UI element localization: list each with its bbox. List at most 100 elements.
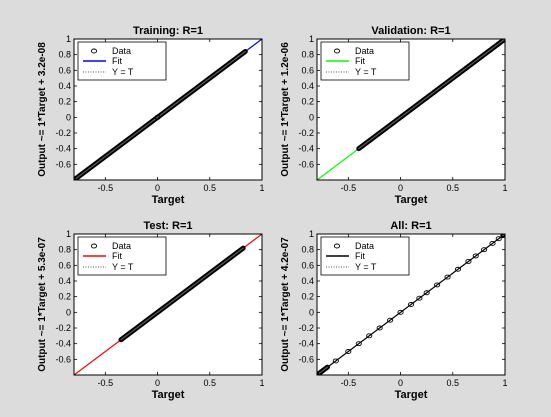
y-tick-label: 0.2 — [301, 292, 314, 302]
x-tick-label: 0.5 — [204, 378, 217, 388]
y-tick-label: -0.6 — [55, 159, 71, 169]
axes-frame — [316, 38, 506, 181]
chart-title: All: R=1 — [390, 220, 431, 232]
plot-panel: -0.6 -0.4 -0.2 0 0.2 0.4 0.6 0.8 1 -0.5 0 0.5 1 Train… — [37, 25, 265, 206]
y-tick-label: 0.2 — [58, 97, 71, 107]
y-tick-label: 0.6 — [58, 65, 71, 75]
legend-label: Y = T — [355, 262, 377, 272]
legend-data-marker — [333, 48, 341, 54]
y-tick-label: -0.4 — [298, 339, 314, 349]
x-tick-label: 0.5 — [204, 183, 217, 193]
legend-label: Data — [112, 46, 131, 56]
y-tick-label: 0.6 — [301, 260, 314, 270]
x-tick-label: 0 — [398, 378, 403, 388]
y-tick-label: 0.8 — [58, 245, 71, 255]
data-point — [454, 266, 462, 272]
legend-label: Fit — [112, 56, 122, 66]
y-tick-label: 0 — [309, 307, 314, 317]
legend-label: Y = T — [355, 67, 377, 77]
legend-data-marker — [90, 243, 98, 249]
data-band — [356, 39, 505, 152]
y-tick-label: -0.6 — [298, 159, 314, 169]
data-band-highlight — [318, 366, 329, 375]
data-point — [423, 290, 430, 296]
data-point — [434, 282, 441, 288]
x-tick-label: -0.5 — [341, 183, 357, 193]
plot-panel: -0.6 -0.4 -0.2 0 0.2 0.4 0.6 0.8 1 -0.5 0 0.5 1 Valid… — [280, 25, 508, 206]
chart-title: Validation: R=1 — [371, 25, 450, 37]
data-point — [495, 236, 502, 242]
y-tick-label: 1 — [66, 229, 71, 239]
x-tick-label: 1 — [259, 378, 264, 388]
x-tick-label: 0 — [398, 183, 403, 193]
legend-label: Fit — [112, 251, 122, 261]
y-tick-label: 0.4 — [301, 81, 314, 91]
data-point — [387, 317, 394, 323]
y-tick-label: 0.4 — [58, 81, 71, 91]
y-tick-label: 0.4 — [301, 276, 314, 286]
y-tick-label: 1 — [66, 34, 71, 44]
data-band — [317, 364, 330, 375]
data-point — [332, 358, 339, 364]
legend-label: Fit — [355, 56, 365, 66]
x-tick-label: 1 — [259, 183, 264, 193]
plot-panel: -0.6 -0.4 -0.2 0 0.2 0.4 0.6 0.8 1 -0.5 0 0.5 1 All: … — [280, 220, 508, 401]
chart-title: Training: R=1 — [133, 25, 203, 37]
data-point — [366, 333, 373, 339]
data-point — [481, 247, 488, 253]
legend-label: Y = T — [112, 262, 134, 272]
y-tick-label: -0.2 — [55, 128, 71, 138]
data-point — [416, 295, 423, 301]
plot-content — [317, 39, 505, 180]
data-band — [74, 49, 248, 180]
data-point — [407, 302, 415, 307]
legend-label: Y = T — [112, 67, 134, 77]
x-tick-label: -0.5 — [98, 378, 114, 388]
y-tick-label: 0.2 — [301, 97, 314, 107]
data-point — [397, 309, 404, 315]
plot-content — [317, 234, 505, 375]
plot-panel: -0.6 -0.4 -0.2 0 0.2 0.4 0.6 0.8 1 -0.5 0 0.5 1 Test:… — [37, 220, 265, 401]
data-point — [465, 258, 472, 264]
plot-content — [74, 234, 262, 375]
y-tick-label: 1 — [309, 34, 314, 44]
axes-frame — [73, 233, 263, 376]
y-tick-label: -0.4 — [55, 339, 71, 349]
legend-data-marker — [333, 243, 341, 249]
x-tick-label: 0 — [155, 183, 160, 193]
y-tick-label: -0.2 — [55, 323, 71, 333]
legend-label: Data — [355, 46, 374, 56]
data-band-highlight — [120, 247, 244, 341]
data-band — [118, 245, 246, 343]
legend-label: Fit — [355, 251, 365, 261]
data-point — [345, 349, 352, 354]
y-tick-label: 0.6 — [301, 65, 314, 75]
x-axis-label: Target — [152, 194, 185, 206]
y-tick-label: 0.2 — [58, 292, 71, 302]
axes-frame — [316, 233, 506, 376]
data-point — [489, 240, 496, 246]
y-tick-label: -0.2 — [298, 323, 314, 333]
data-point — [472, 253, 479, 259]
data-point — [444, 274, 451, 280]
y-axis-label: Output ~= 1*Target + 3.2e-08 — [37, 42, 48, 177]
x-tick-label: -0.5 — [98, 183, 114, 193]
y-tick-label: 0.8 — [58, 50, 71, 60]
y-tick-label: -0.6 — [298, 354, 314, 364]
y-axis-label: Output ~= 1*Target + 5.3e-07 — [37, 237, 48, 372]
x-tick-label: 0.5 — [447, 183, 460, 193]
y-tick-label: -0.4 — [298, 144, 314, 154]
plot-content — [74, 39, 262, 180]
data-band-highlight — [358, 39, 505, 150]
x-tick-label: 1 — [502, 378, 507, 388]
legend-label: Data — [355, 241, 374, 251]
axes-frame — [73, 38, 263, 181]
y-tick-label: 0 — [66, 112, 71, 122]
x-axis-label: Target — [395, 389, 428, 401]
y-axis-label: Output ~= 1*Target + 1.2e-06 — [280, 42, 291, 177]
data-point — [355, 341, 362, 347]
legend-data-marker — [90, 48, 98, 54]
